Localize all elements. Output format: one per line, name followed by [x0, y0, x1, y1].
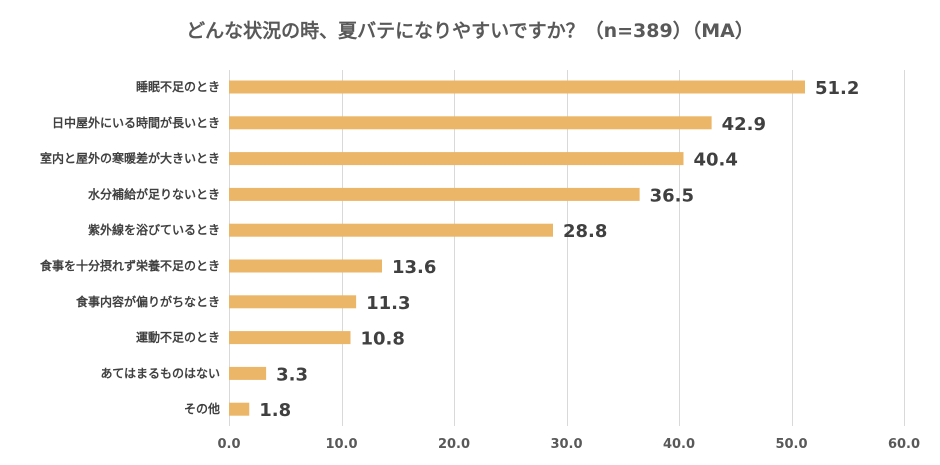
- data-label: 51.2: [815, 78, 859, 99]
- bar: [229, 80, 805, 94]
- category-label: 食事を十分摂れず栄養不足のとき: [39, 258, 220, 273]
- grid-lines: [229, 70, 905, 426]
- data-label: 28.8: [563, 221, 607, 242]
- bar: [229, 366, 267, 380]
- x-tick-label: 10.0: [325, 437, 357, 452]
- category-label: 睡眠不足のとき: [136, 79, 220, 94]
- x-tick-label: 20.0: [438, 437, 470, 452]
- bars: [229, 80, 805, 416]
- data-label: 11.3: [366, 293, 410, 314]
- category-label: その他: [184, 401, 220, 416]
- bar: [229, 187, 640, 201]
- bar: [229, 152, 684, 166]
- x-axis-tick-labels: 0.0 10.0 20.0 30.0 40.0 50.0 60.0: [217, 437, 920, 452]
- category-label: 紫外線を浴びているとき: [88, 222, 220, 237]
- value-labels: 51.2 42.9 40.436.5 28.8 13.6 11.3 10.8 3.3 1.8: [259, 78, 859, 421]
- category-label: 水分補給が足りないとき: [88, 186, 220, 201]
- x-tick-label: 50.0: [775, 437, 807, 452]
- data-label: 1.8: [259, 400, 291, 421]
- bar: [229, 223, 553, 237]
- category-label: 日中屋外にいる時間が長いとき: [52, 115, 220, 130]
- data-label: 42.9: [722, 114, 766, 135]
- x-tick-label: 30.0: [550, 437, 582, 452]
- data-label: 13.6: [392, 257, 436, 278]
- category-label: 室内と屋外の寒暖差が大きいとき: [40, 151, 220, 166]
- x-tick-label: 60.0: [888, 437, 920, 452]
- category-label: 運動不足のとき: [136, 330, 220, 345]
- data-label: 3.3: [276, 364, 308, 385]
- bar: [229, 295, 357, 309]
- bar: [229, 116, 712, 130]
- x-tick-label: 40.0: [663, 437, 695, 452]
- bar: [229, 402, 250, 416]
- bar: [229, 259, 382, 273]
- data-label: 10.8: [361, 329, 405, 350]
- category-label: 食事内容が偏りがちなとき: [75, 294, 220, 309]
- data-label: 36.5: [650, 185, 694, 206]
- category-labels: 睡眠不足のとき日中屋外にいる時間が長いとき室内と屋外の寒暖差が大きいとき水分補給…: [39, 79, 220, 416]
- bar: [229, 331, 351, 345]
- chart-title: どんな状況の時、夏バテになりやすいですか？（n=389）（MA）: [186, 19, 754, 42]
- category-label: あてはまるものはない: [100, 366, 220, 380]
- x-tick-label: 0.0: [217, 437, 240, 452]
- data-label: 40.4: [694, 150, 738, 171]
